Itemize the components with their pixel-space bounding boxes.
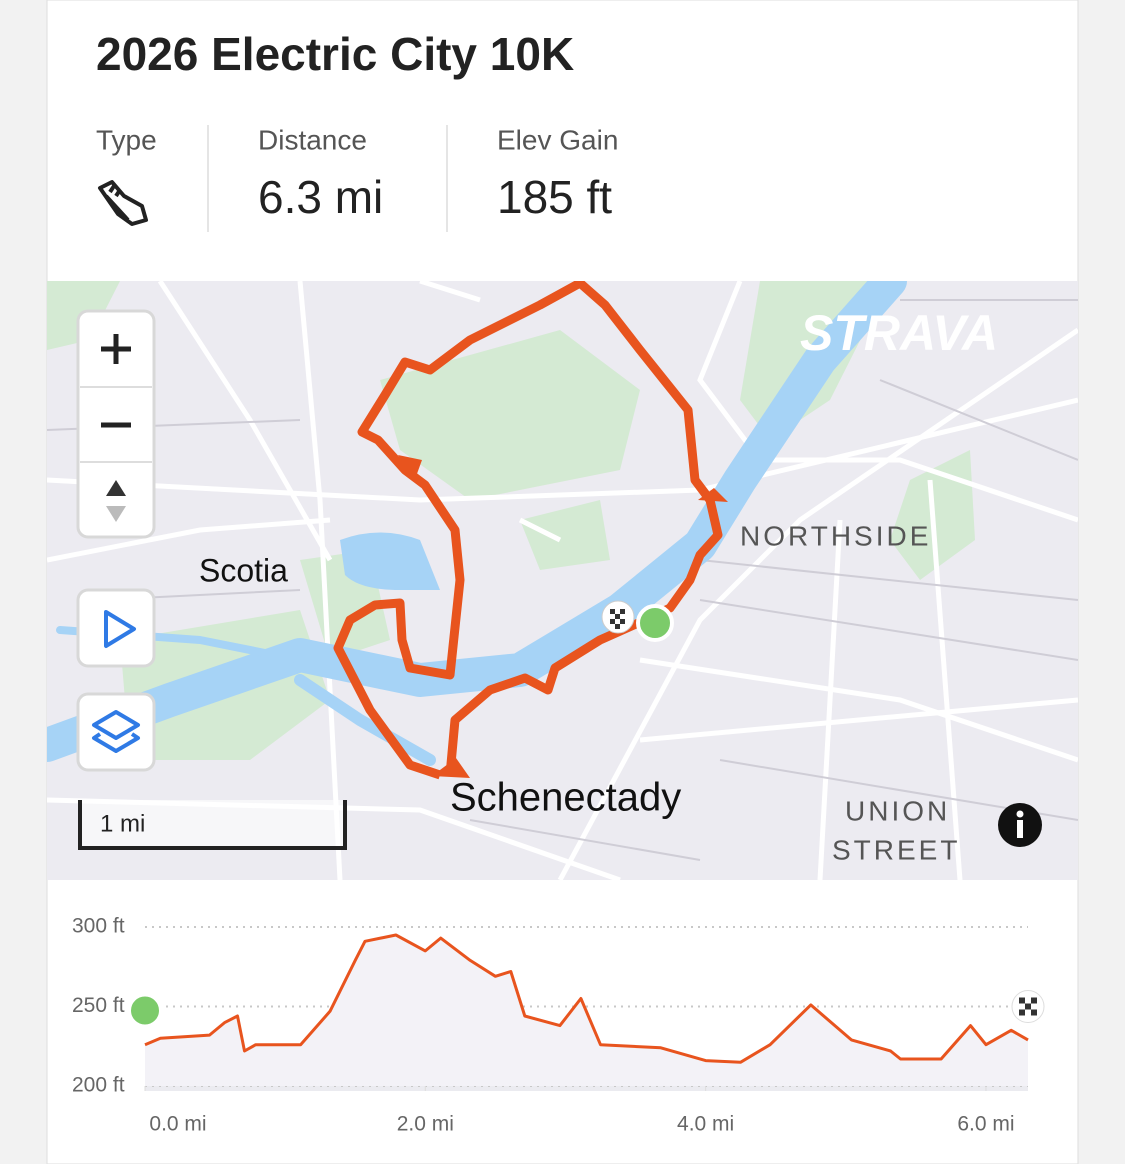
- stat-value: 6.3 mi: [258, 171, 383, 223]
- start-marker: [127, 992, 163, 1029]
- finish-check: [1031, 997, 1037, 1004]
- info-button[interactable]: [998, 803, 1042, 847]
- elevation-chart: 200 ft 250 ft 300 ft 0.0 mi 2.0 mi 4.0 mi 6.0 …: [72, 915, 1045, 1136]
- x-tick-label: 4.0 mi: [677, 1113, 734, 1136]
- finish-check: [1031, 1009, 1037, 1016]
- x-tick-label: 6.0 mi: [957, 1113, 1014, 1136]
- y-tick-label: 250 ft: [72, 994, 125, 1017]
- scale-bar: [78, 800, 347, 850]
- x-tick-label: 2.0 mi: [397, 1113, 454, 1136]
- stat-value: 185 ft: [497, 171, 612, 223]
- map-label: Scotia: [199, 552, 288, 588]
- finish-check: [1019, 1009, 1025, 1016]
- play-button[interactable]: [76, 588, 156, 668]
- finish-check: [1025, 1003, 1031, 1010]
- zoom-controls[interactable]: [76, 309, 156, 539]
- brand-logo: STRAVA: [800, 305, 998, 361]
- route-title: 2026 Electric City 10K: [96, 28, 574, 80]
- stat-label: Elev Gain: [497, 124, 618, 155]
- y-tick-label: 200 ft: [72, 1074, 125, 1097]
- layers-button[interactable]: [76, 692, 156, 772]
- stat-label: Distance: [258, 124, 367, 155]
- map-label: NORTHSIDE: [740, 520, 931, 551]
- stat-label: Type: [96, 124, 157, 155]
- run-icon: [98, 180, 148, 226]
- map[interactable]: STRAVA Scotia NORTHSIDE Schenectady UNIO…: [47, 281, 1078, 880]
- map-label: STREET: [832, 834, 960, 865]
- baseline-band: [145, 1086, 1028, 1091]
- route: [333, 281, 723, 780]
- elevation-area: [145, 935, 1028, 1086]
- elevation-line: [144, 933, 1029, 1064]
- y-tick-label: 300 ft: [72, 915, 125, 938]
- scale-label: 1 mi: [100, 810, 145, 837]
- map-label: Schenectady: [450, 776, 681, 820]
- map-label: UNION: [845, 795, 950, 826]
- x-tick-label: 0.0 mi: [149, 1113, 206, 1136]
- finish-check: [1019, 997, 1025, 1004]
- start-marker: [636, 604, 674, 642]
